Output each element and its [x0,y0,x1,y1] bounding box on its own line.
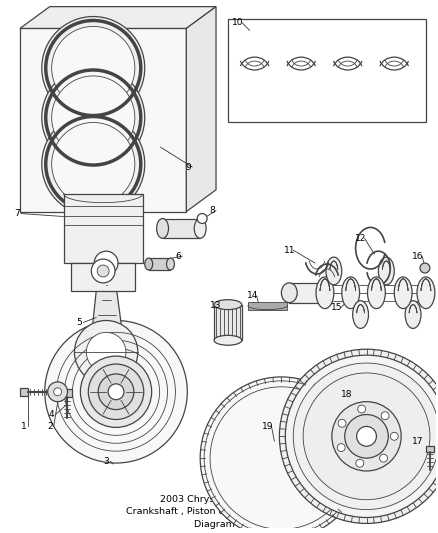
Text: 18: 18 [341,390,353,399]
Circle shape [98,374,134,409]
Text: 2: 2 [47,422,53,431]
Bar [60,389,72,397]
Ellipse shape [326,257,342,285]
Bar [214,305,242,340]
Bar [162,219,200,238]
Ellipse shape [394,277,412,309]
Circle shape [332,402,401,471]
Circle shape [303,373,430,499]
Text: 3: 3 [103,457,109,465]
Circle shape [345,415,389,458]
Text: 6: 6 [176,252,181,261]
Polygon shape [20,28,186,212]
Circle shape [357,426,376,446]
Text: 14: 14 [247,291,258,300]
Bar [20,388,28,395]
Circle shape [358,405,366,413]
Circle shape [42,17,145,119]
Text: 16: 16 [412,252,424,261]
Circle shape [45,320,187,463]
Ellipse shape [214,300,242,310]
Circle shape [74,320,138,384]
Text: 17: 17 [412,437,424,446]
Bar [149,258,170,270]
Circle shape [279,349,438,523]
Bar [248,302,287,310]
Polygon shape [64,194,143,263]
Circle shape [390,432,398,440]
Circle shape [337,443,345,451]
Circle shape [54,388,62,395]
Ellipse shape [353,301,368,328]
Ellipse shape [145,258,153,270]
Ellipse shape [417,277,435,309]
Text: 15: 15 [331,303,343,312]
Ellipse shape [194,219,206,238]
Ellipse shape [405,301,421,328]
Circle shape [52,123,135,206]
Bar [426,446,434,452]
Text: 19: 19 [262,422,273,431]
Circle shape [293,363,438,510]
Circle shape [42,112,145,215]
Text: 10: 10 [232,18,244,27]
Circle shape [381,412,389,419]
Polygon shape [186,6,216,212]
Circle shape [42,66,145,169]
Circle shape [338,419,346,427]
Circle shape [52,27,135,110]
Circle shape [200,377,363,533]
Text: 9: 9 [185,163,191,172]
Text: 8: 8 [209,206,215,215]
Text: 13: 13 [210,301,222,310]
Circle shape [91,259,115,283]
Polygon shape [71,263,135,291]
Text: 4: 4 [49,410,54,419]
Text: 5: 5 [77,318,82,327]
Text: 7: 7 [14,209,20,218]
Circle shape [108,384,124,400]
Circle shape [48,382,67,402]
Circle shape [81,356,152,427]
Polygon shape [20,6,216,28]
Text: 1: 1 [21,422,27,431]
Circle shape [197,214,207,223]
Ellipse shape [378,257,394,285]
Text: 2003 Chrysler PT Cruiser
Crankshaft , Piston & Torque Converter
Diagram 1: 2003 Chrysler PT Cruiser Crankshaft , Pi… [127,495,311,529]
Circle shape [97,265,109,277]
Circle shape [86,333,126,372]
Bar [289,283,331,303]
Ellipse shape [367,277,385,309]
Bar [228,19,426,123]
Ellipse shape [214,335,242,345]
Text: 12: 12 [355,234,366,243]
Ellipse shape [166,258,174,270]
Polygon shape [91,263,123,337]
Circle shape [52,76,135,159]
Ellipse shape [342,277,360,309]
Ellipse shape [316,277,334,309]
Circle shape [94,251,118,275]
Ellipse shape [281,283,297,303]
Text: 11: 11 [283,246,295,255]
Circle shape [285,355,438,518]
Circle shape [88,364,144,419]
Circle shape [420,263,430,273]
Circle shape [356,459,364,467]
Circle shape [380,454,388,462]
Ellipse shape [157,219,169,238]
